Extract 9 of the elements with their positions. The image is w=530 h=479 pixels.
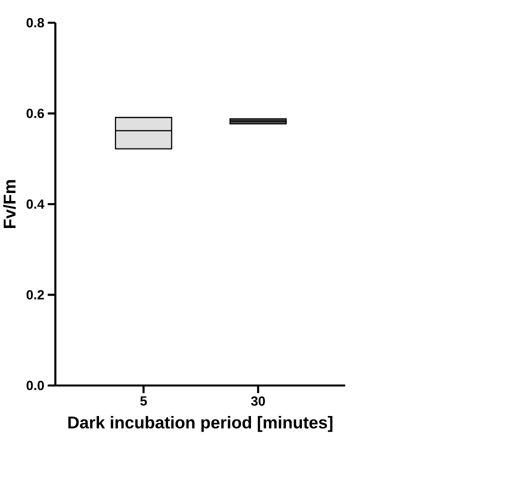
y-tick-label: 0.8 <box>26 18 44 28</box>
x-tick-label: 5 <box>140 396 147 406</box>
y-tick-label: 0.0 <box>26 380 44 390</box>
y-tick-label: 0.4 <box>26 199 44 209</box>
x-tick-label: 30 <box>251 396 265 406</box>
y-tick-label: 0.6 <box>26 108 44 118</box>
y-tick-label: 0.2 <box>26 290 44 300</box>
y-axis-title: Fv/Fm <box>3 180 16 228</box>
x-axis-title: Dark incubation period [minutes] <box>68 416 332 432</box>
